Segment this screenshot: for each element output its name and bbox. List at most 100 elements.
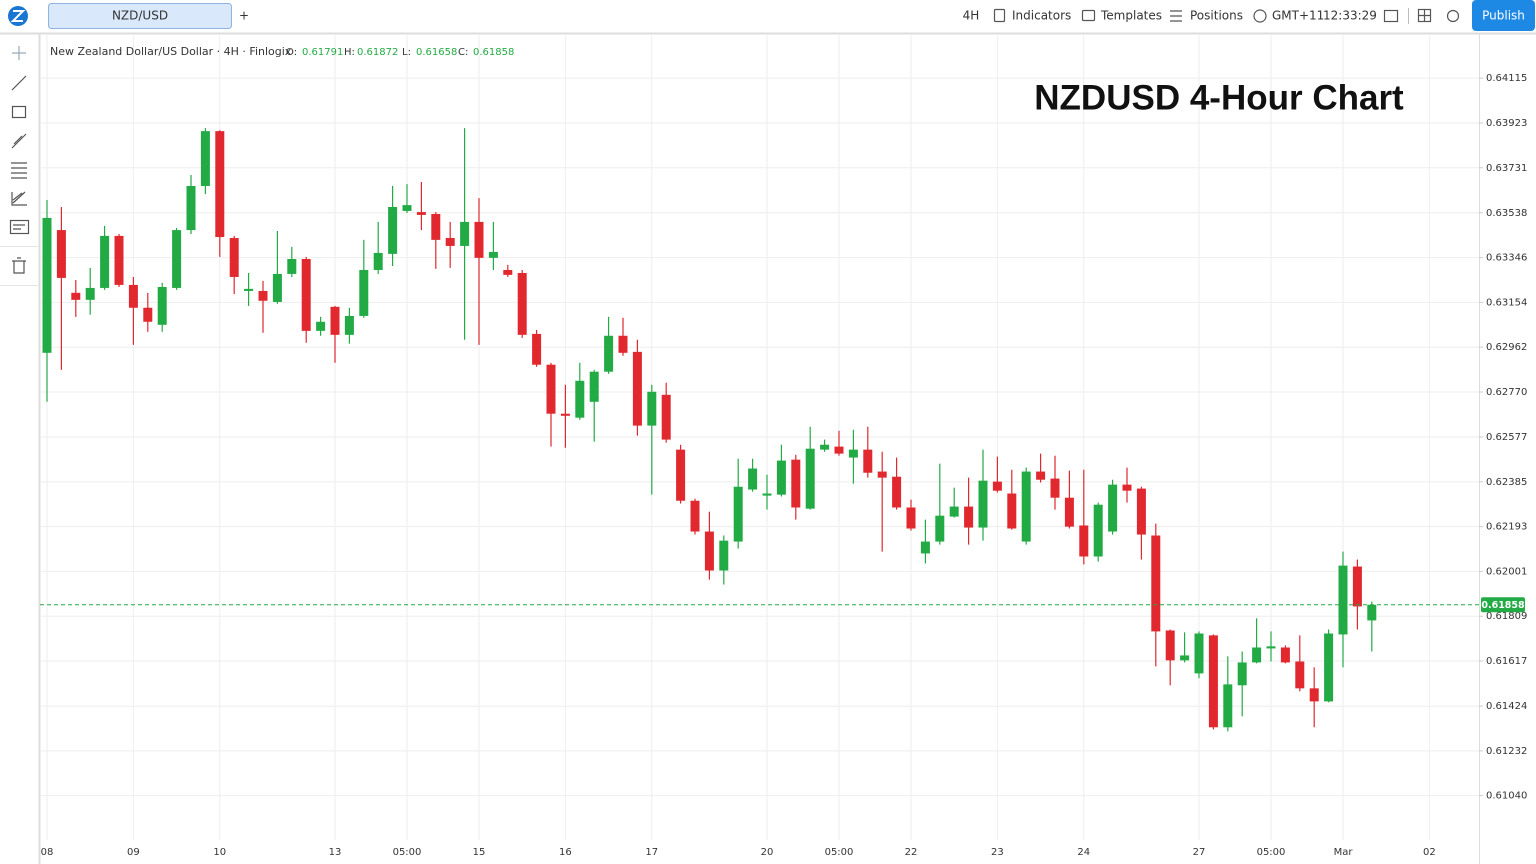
y-tick-label: 0.63154 [1486, 297, 1527, 308]
candle-body [100, 235, 110, 288]
candle-body [978, 480, 988, 528]
timezone-button[interactable]: GMT+11 [1272, 9, 1324, 23]
x-tick-label: 20 [761, 847, 774, 858]
candle-body [1050, 478, 1060, 498]
channel-tool[interactable] [11, 133, 27, 149]
candle-body [128, 284, 138, 308]
crosshair-tool[interactable] [12, 46, 26, 60]
candle-body [805, 448, 815, 509]
candle-body [892, 476, 902, 508]
candle-body [676, 449, 686, 501]
candle-body [935, 515, 945, 542]
ohlc-label: O: [286, 47, 297, 58]
y-tick-label: 0.62962 [1486, 342, 1527, 353]
chart-subtitle: New Zealand Dollar/US Dollar · 4H · Finl… [50, 45, 292, 58]
screenshot-icon[interactable] [1383, 9, 1399, 23]
ohlc-value: 0.61658 [416, 47, 457, 58]
candle-body [1309, 688, 1319, 702]
rect-tool[interactable] [11, 105, 27, 119]
candle-body [330, 306, 340, 335]
candle-body [143, 307, 153, 322]
interval-button[interactable]: 4H [963, 9, 980, 23]
candle-body [85, 287, 95, 300]
indicators-button[interactable]: Indicators [1012, 9, 1071, 23]
candle-body [719, 540, 729, 571]
candle-body [1208, 635, 1218, 728]
candle-body [373, 252, 383, 270]
symbol-tab[interactable] [48, 3, 232, 29]
candle-body [1280, 647, 1290, 663]
x-tick-label: 09 [127, 847, 140, 858]
add-tab[interactable]: + [239, 9, 249, 23]
candle-body [517, 273, 527, 335]
templates-button[interactable]: Templates [1100, 9, 1162, 23]
candle-body [1036, 471, 1046, 480]
logo-mark [10, 10, 26, 22]
candle-body [344, 315, 354, 335]
y-tick-label: 0.62385 [1486, 477, 1527, 488]
templates-icon [1081, 9, 1096, 22]
x-tick-label: 10 [213, 847, 226, 858]
candle-body [186, 185, 196, 231]
text-tool[interactable] [9, 219, 30, 235]
candle-body [575, 380, 585, 418]
globe-icon [1253, 9, 1267, 23]
candle-body [949, 506, 959, 517]
candle-body [690, 500, 700, 532]
gann-tool[interactable] [11, 191, 27, 206]
publish-button[interactable] [1472, 0, 1535, 31]
x-tick-label: 23 [991, 847, 1004, 858]
candle-body [632, 351, 642, 426]
layout-icon-lines [1418, 9, 1431, 22]
delete-tool[interactable] [12, 257, 26, 274]
candle-body [1324, 633, 1334, 702]
candle-body [172, 230, 182, 288]
candle-body [762, 493, 772, 496]
candle-body [1021, 471, 1031, 542]
candle-body [1194, 633, 1204, 674]
y-tick-label: 0.64115 [1486, 73, 1527, 84]
candle-body [416, 212, 426, 215]
fib-tool[interactable] [11, 162, 27, 179]
x-tick-label: 05:00 [1257, 847, 1286, 858]
clock: 12:33:29 [1323, 9, 1377, 23]
candle-body [114, 235, 124, 285]
candle-body [532, 333, 542, 365]
candle-body [503, 269, 513, 275]
x-tick-label: 24 [1077, 847, 1090, 858]
candle-body [272, 273, 282, 302]
candle-body [1223, 684, 1233, 728]
candle-body [661, 394, 671, 440]
candle-body [820, 444, 830, 450]
candle-body [157, 287, 167, 325]
positions-button[interactable]: Positions [1190, 9, 1243, 23]
y-tick-label: 0.63923 [1486, 118, 1527, 129]
candle-body [920, 541, 930, 554]
candle-body [589, 371, 599, 402]
candle-body [1108, 484, 1118, 532]
settings-icon[interactable] [1446, 9, 1460, 23]
last-price-label: 0.61858 [1481, 600, 1525, 611]
candle-body [301, 259, 311, 331]
candle-body [1252, 647, 1262, 663]
x-tick-label: 15 [473, 847, 486, 858]
x-tick-label: 13 [329, 847, 342, 858]
candle-body [1180, 655, 1190, 661]
positions-icon [1170, 10, 1182, 22]
candle-body [1367, 604, 1377, 621]
candle-body [258, 290, 268, 301]
candle-body [488, 252, 498, 258]
candle-body [704, 531, 714, 571]
candle-body [200, 131, 210, 186]
y-tick-label: 0.63731 [1486, 163, 1527, 174]
candles [40, 128, 1479, 732]
y-tick-label: 0.61809 [1486, 611, 1527, 622]
y-tick-label: 0.62577 [1486, 432, 1527, 443]
ohlc-value: 0.61872 [357, 47, 398, 58]
candle-body [906, 507, 916, 529]
x-tick-label: 17 [645, 847, 658, 858]
candle-body [316, 321, 326, 331]
line-tool[interactable] [11, 75, 27, 91]
